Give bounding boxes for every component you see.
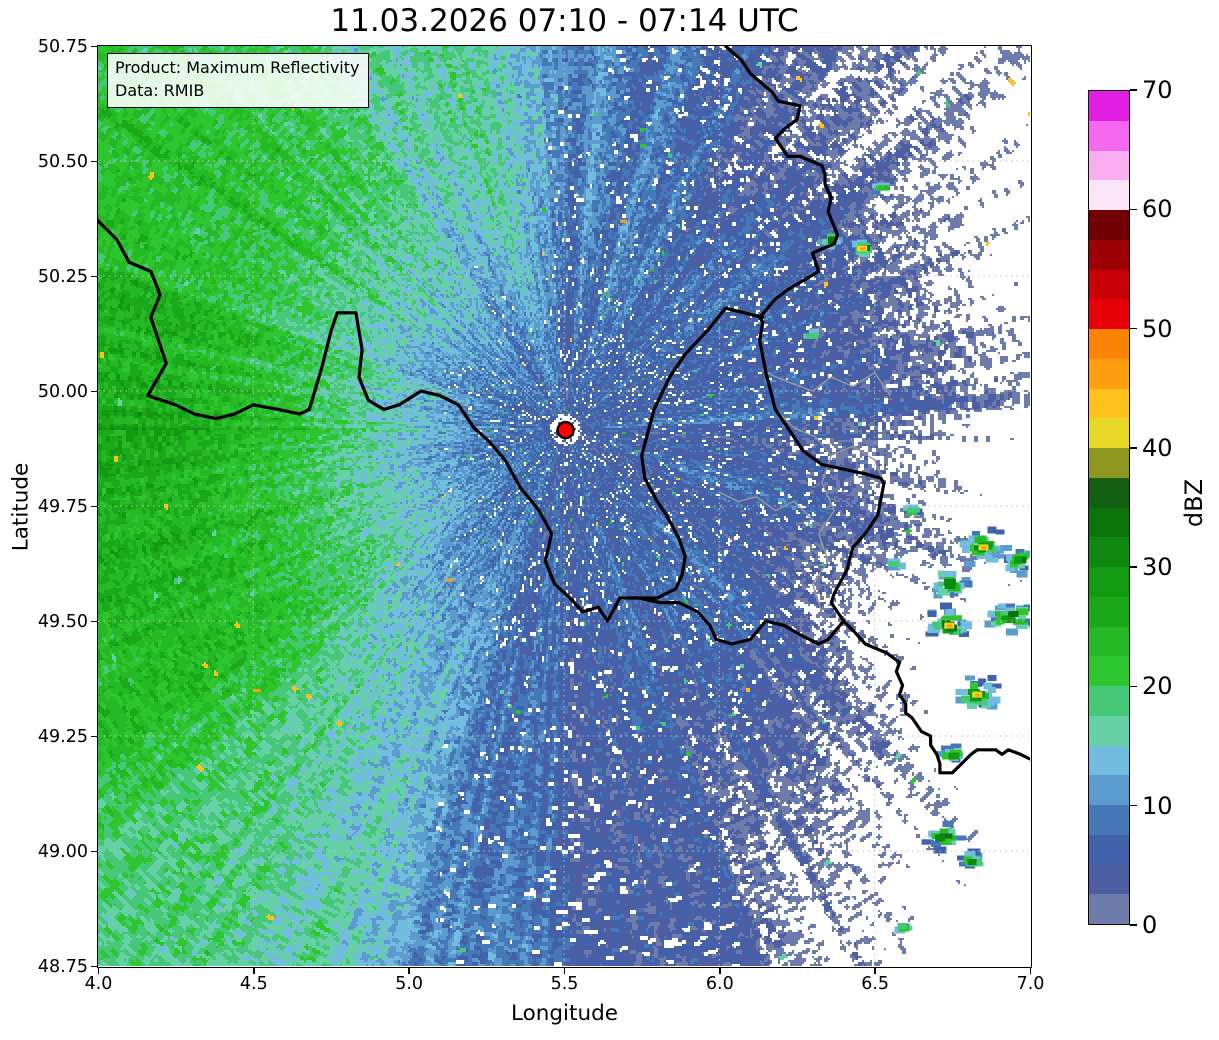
colorbar-tick-label: 20	[1142, 672, 1173, 701]
colorbar-tick-mark	[1130, 327, 1137, 330]
colorbar-segment	[1089, 269, 1129, 300]
colorbar-segment	[1089, 864, 1129, 895]
x-tick-label: 6.5	[861, 974, 890, 994]
y-tick-label: 49.50	[37, 611, 88, 632]
y-tick-label: 50.00	[37, 381, 88, 402]
product-line: Product: Maximum Reflectivity	[115, 58, 360, 77]
colorbar-segment	[1089, 715, 1129, 746]
colorbar-segment	[1089, 596, 1129, 627]
colorbar-tick-mark	[1130, 89, 1137, 91]
colorbar-segment	[1089, 567, 1129, 597]
colorbar-segment	[1089, 626, 1129, 657]
colorbar-segment	[1089, 120, 1129, 151]
x-tick-label: 5.5	[550, 974, 579, 994]
colorbar-segment	[1089, 299, 1129, 329]
country-border	[723, 46, 1030, 775]
admin-border	[774, 408, 835, 613]
plot-area: Product: Maximum Reflectivity Data: RMIB	[97, 45, 1032, 968]
product-info-box: Product: Maximum Reflectivity Data: RMIB	[107, 53, 370, 109]
y-tick-mark	[91, 505, 97, 508]
x-tick-label: 6.0	[705, 974, 734, 994]
colorbar-tick-label: 50	[1142, 314, 1173, 343]
admin-border	[830, 445, 885, 484]
y-tick-mark	[91, 620, 97, 623]
x-tick-mark	[97, 968, 100, 974]
colorbar-segment	[1089, 329, 1129, 359]
colorbar-tick-label: 10	[1142, 791, 1173, 820]
colorbar-segment	[1089, 537, 1129, 567]
x-tick-label: 4.0	[84, 974, 113, 994]
colorbar-segment	[1089, 91, 1129, 121]
y-tick-label: 49.25	[37, 726, 88, 747]
colorbar-tick-mark	[1130, 685, 1137, 688]
country-border	[637, 306, 846, 646]
colorbar-segment	[1089, 834, 1129, 865]
colorbar-segment	[1089, 210, 1129, 240]
x-tick-mark	[408, 968, 410, 974]
colorbar-segment	[1089, 239, 1129, 270]
y-tick-label: 50.75	[37, 36, 88, 57]
colorbar-segment	[1089, 745, 1129, 776]
y-tick-label: 48.75	[37, 956, 88, 977]
colorbar-tick-mark	[1130, 924, 1137, 926]
colorbar-segment	[1089, 686, 1129, 716]
y-tick-mark	[91, 965, 97, 968]
colorbar-segment	[1089, 388, 1129, 419]
colorbar-axis-label: dBZ	[1180, 478, 1208, 528]
colorbar	[1088, 90, 1130, 925]
x-tick-mark	[563, 968, 566, 974]
y-tick-mark	[91, 45, 97, 48]
colorbar-tick-label: 30	[1142, 553, 1173, 582]
y-tick-mark	[91, 850, 97, 853]
x-tick-label: 5.0	[395, 974, 424, 994]
admin-border	[765, 371, 891, 397]
y-tick-label: 49.75	[37, 496, 88, 517]
plot-title: 11.03.2026 07:10 - 07:14 UTC	[330, 3, 799, 39]
radar-site-marker	[556, 420, 575, 440]
x-tick-mark	[874, 968, 876, 974]
y-tick-mark	[91, 160, 97, 163]
y-tick-mark	[91, 390, 97, 393]
colorbar-segment	[1089, 894, 1129, 924]
colorbar-tick-label: 70	[1142, 76, 1173, 104]
colorbar-segment	[1089, 180, 1129, 210]
colorbar-segment	[1089, 507, 1129, 538]
data-source-line: Data: RMIB	[115, 80, 205, 100]
y-tick-label: 49.00	[37, 841, 88, 862]
colorbar-segment	[1089, 358, 1129, 389]
colorbar-segment	[1089, 150, 1129, 181]
colorbar-tick-mark	[1130, 447, 1137, 449]
colorbar-tick-mark	[1130, 566, 1137, 568]
colorbar-tick-label: 0	[1142, 911, 1158, 939]
country-border	[98, 219, 641, 623]
x-tick-label: 7.0	[1016, 974, 1045, 994]
colorbar-segment	[1089, 775, 1129, 805]
x-tick-label: 4.5	[239, 974, 268, 994]
colorbar-tick-label: 40	[1142, 433, 1173, 462]
colorbar-segment	[1089, 805, 1129, 835]
x-tick-mark	[253, 968, 255, 974]
y-tick-label: 50.25	[37, 266, 88, 287]
x-tick-mark	[1029, 968, 1032, 974]
colorbar-segment	[1089, 477, 1129, 508]
colorbar-tick-mark	[1130, 805, 1137, 807]
map-overlay	[98, 46, 1030, 966]
x-axis-label: Longitude	[511, 1001, 618, 1026]
y-tick-mark	[91, 735, 97, 738]
y-tick-mark	[91, 275, 97, 278]
colorbar-segment	[1089, 656, 1129, 686]
colorbar-tick-mark	[1130, 208, 1137, 210]
colorbar-segment	[1089, 418, 1129, 448]
admin-border	[718, 491, 814, 521]
colorbar-tick-label: 60	[1142, 195, 1173, 224]
y-tick-label: 50.50	[37, 151, 88, 172]
x-tick-mark	[719, 968, 721, 974]
colorbar-segment	[1089, 448, 1129, 478]
